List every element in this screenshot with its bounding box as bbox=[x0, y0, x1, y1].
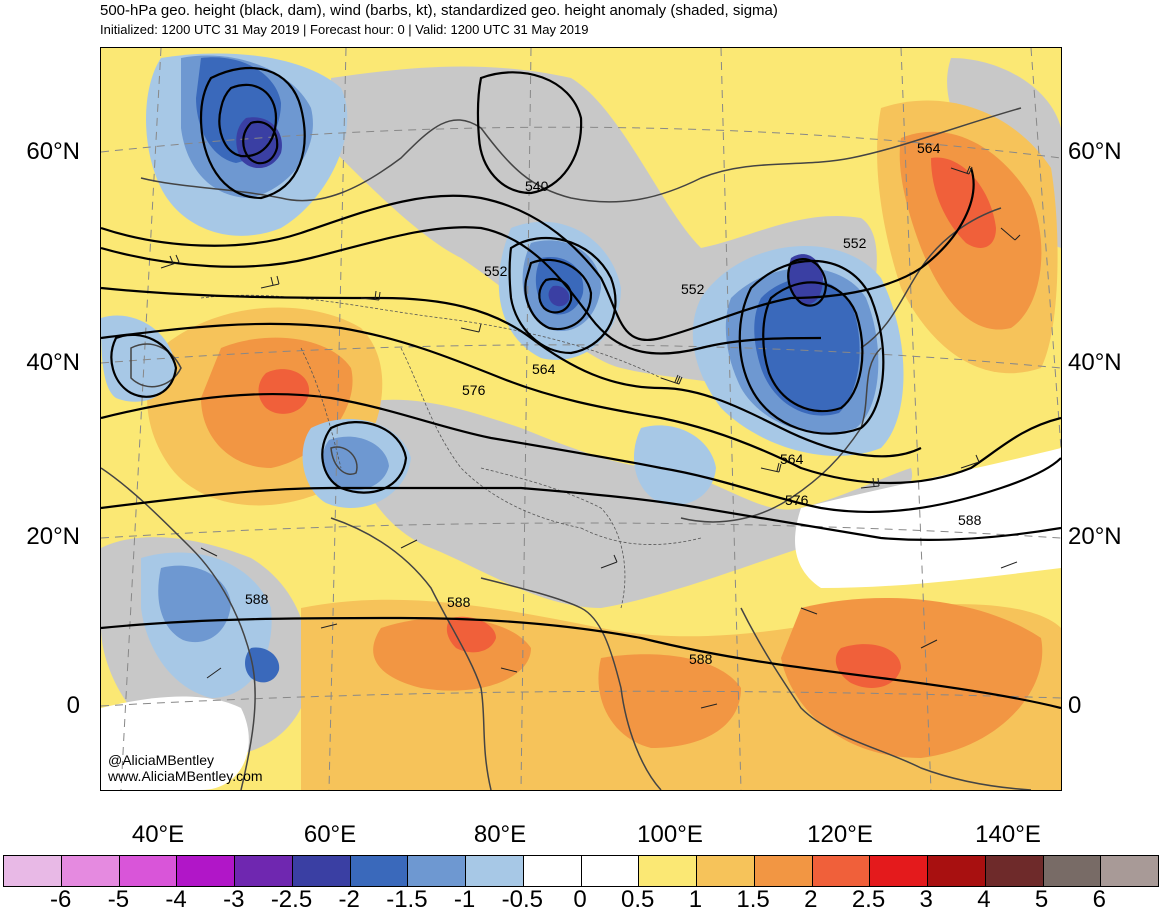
colorbar-tick-label: -2 bbox=[338, 886, 360, 913]
contour-label: 552 bbox=[484, 263, 508, 279]
contour-label: 552 bbox=[843, 235, 867, 251]
map-title: 500-hPa geo. height (black, dam), wind (… bbox=[100, 2, 778, 19]
contour-label: 576 bbox=[462, 382, 486, 398]
lon-label: 140°E bbox=[975, 821, 1041, 848]
shade-blue-china bbox=[633, 425, 716, 505]
colorbar-tick-label: 1 bbox=[688, 886, 703, 913]
colorbar-tick-label: 0 bbox=[573, 886, 587, 913]
colorbar-swatch bbox=[177, 856, 235, 886]
lat-label-left: 60°N bbox=[26, 138, 80, 165]
colorbar-swatch bbox=[870, 856, 928, 886]
contour-label: 564 bbox=[917, 140, 941, 156]
colorbar-swatch bbox=[639, 856, 697, 886]
anomaly-shading bbox=[101, 48, 1061, 790]
colorbar-tick-label: 5 bbox=[1034, 886, 1049, 913]
colorbar-swatch bbox=[466, 856, 524, 886]
lon-label: 100°E bbox=[637, 821, 703, 848]
contour-label: 588 bbox=[245, 591, 269, 607]
colorbar-swatch bbox=[350, 856, 409, 886]
credit-website: www.AliciaMBentley.com bbox=[108, 768, 263, 784]
lat-label-left: 20°N bbox=[26, 523, 80, 550]
colorbar-swatch bbox=[985, 856, 1044, 886]
lat-label-left: 40°N bbox=[26, 349, 80, 376]
lon-label: 120°E bbox=[807, 821, 873, 848]
shade-red-se bbox=[835, 644, 901, 688]
lon-label: 60°E bbox=[303, 821, 357, 848]
colorbar-tick-label: 0.5 bbox=[621, 886, 655, 913]
contour-label: 588 bbox=[689, 651, 713, 667]
height-contours bbox=[101, 66, 1061, 710]
colorbar-tick-label: -6 bbox=[50, 886, 72, 913]
lat-label-left: 0 bbox=[66, 692, 80, 719]
colorbar bbox=[3, 855, 1159, 887]
colorbar-swatch bbox=[1043, 856, 1102, 886]
shade-grey-mid bbox=[341, 399, 913, 608]
colorbar-tick-label: -1 bbox=[453, 886, 476, 913]
contour-label: 588 bbox=[447, 594, 471, 610]
shade-blue-mideast-mid bbox=[322, 436, 389, 491]
shade-red-ne bbox=[931, 157, 996, 248]
shade-white-africa bbox=[101, 696, 249, 790]
colorbar-tick-label: 1.5 bbox=[736, 886, 770, 913]
map-subtitle: Initialized: 1200 UTC 31 May 2019 | Fore… bbox=[100, 22, 589, 37]
contour-label: 576 bbox=[785, 492, 809, 508]
shade-blue-east-deep bbox=[754, 278, 860, 416]
colorbar-swatch bbox=[4, 856, 62, 886]
colorbar-tick-label: -2.5 bbox=[270, 886, 313, 913]
colorbar-swatch bbox=[754, 856, 813, 886]
shade-orange-indochina bbox=[598, 654, 741, 748]
colorbar-swatch bbox=[408, 856, 466, 886]
wind-barbs bbox=[160, 165, 1021, 709]
colorbar-swatch bbox=[1101, 856, 1158, 886]
colorbar-swatch bbox=[235, 856, 293, 886]
colorbar-tick-label: 2 bbox=[804, 886, 818, 913]
colorbar-tick-label: -1.5 bbox=[386, 886, 428, 913]
colorbar-swatch bbox=[61, 856, 120, 886]
colorbar-swatch bbox=[697, 856, 755, 886]
shade-blue-central-core bbox=[548, 285, 570, 307]
lon-label: 80°E bbox=[473, 821, 527, 848]
borders bbox=[200, 294, 702, 609]
contour-label: 540 bbox=[525, 178, 549, 194]
shade-red-nw bbox=[258, 369, 310, 414]
contour-label: 588 bbox=[958, 512, 982, 528]
lon-label: 40°E bbox=[131, 821, 185, 848]
contour-label: 552 bbox=[681, 281, 705, 297]
colorbar-tick-label: -0.5 bbox=[501, 886, 543, 913]
contour-label: 564 bbox=[532, 361, 556, 377]
credit-handle: @AliciaMBentley bbox=[108, 752, 215, 768]
contour-labels: 564 540 552 552 552 564 576 564 576 588 … bbox=[245, 140, 982, 667]
contour-label: 564 bbox=[780, 451, 804, 467]
colorbar-tick-label: 3 bbox=[919, 886, 933, 913]
colorbar-tick-label: 2.5 bbox=[851, 886, 886, 913]
shade-white-pacific bbox=[795, 448, 1061, 588]
colorbar-swatch bbox=[581, 856, 640, 886]
shade-orange-se-core bbox=[781, 598, 1043, 758]
colorbar-tick-label: -5 bbox=[107, 886, 130, 913]
lat-label-right: 20°N bbox=[1068, 523, 1122, 550]
colorbar-swatch bbox=[928, 856, 986, 886]
shade-blue-east-core bbox=[788, 254, 823, 305]
colorbar-tick-label: 6 bbox=[1092, 886, 1106, 913]
lat-label-right: 0 bbox=[1068, 692, 1082, 719]
map-canvas: 564 540 552 552 552 564 576 564 576 588 … bbox=[101, 48, 1061, 790]
colorbar-swatch bbox=[119, 856, 178, 886]
lat-label-right: 60°N bbox=[1068, 138, 1122, 165]
colorbar-tick-label: -4 bbox=[165, 886, 187, 913]
colorbar-swatch bbox=[523, 856, 582, 886]
colorbar-tick-label: 4 bbox=[977, 886, 991, 913]
map-panel: 564 540 552 552 552 564 576 564 576 588 … bbox=[100, 47, 1062, 791]
graticule bbox=[101, 48, 1061, 790]
lat-label-right: 40°N bbox=[1068, 349, 1122, 376]
colorbar-tick-label: -3 bbox=[223, 886, 245, 913]
colorbar-swatch bbox=[292, 856, 351, 886]
shade-red-south bbox=[446, 616, 496, 653]
colorbar-swatch bbox=[812, 856, 871, 886]
